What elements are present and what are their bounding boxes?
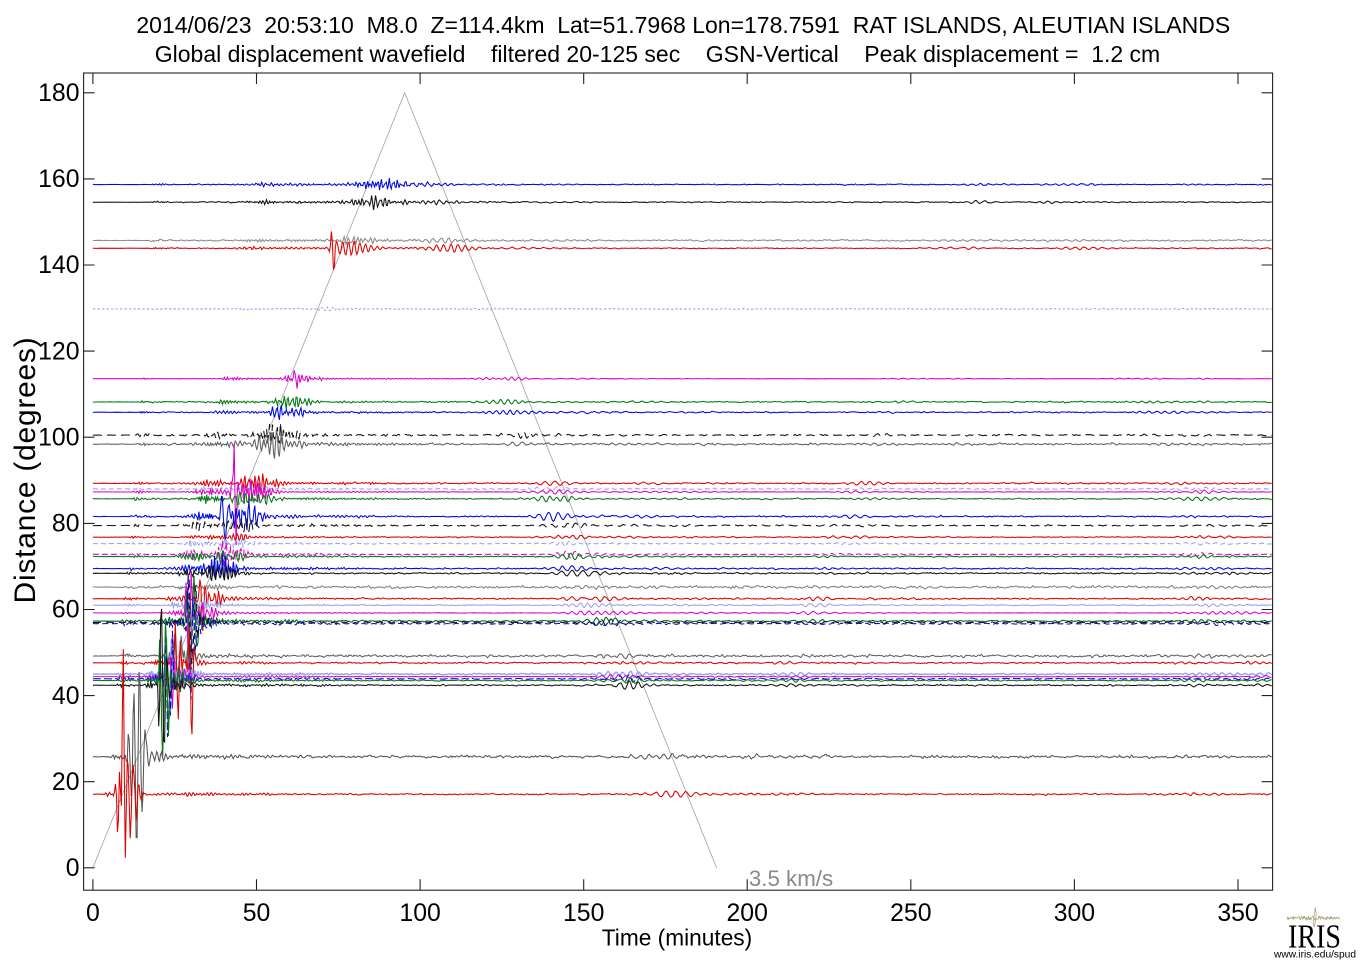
svg-text:100: 100 xyxy=(399,900,440,927)
svg-text:3.5 km/s: 3.5 km/s xyxy=(749,866,833,891)
svg-text:80: 80 xyxy=(52,511,80,538)
svg-text:160: 160 xyxy=(38,166,79,193)
svg-text:www.iris.edu/spud: www.iris.edu/spud xyxy=(1273,950,1356,961)
svg-text:250: 250 xyxy=(890,900,931,927)
svg-text:200: 200 xyxy=(727,900,768,927)
svg-text:0: 0 xyxy=(86,900,100,927)
svg-text:300: 300 xyxy=(1054,900,1095,927)
svg-text:120: 120 xyxy=(38,338,79,365)
svg-text:Global displacement wavefield: Global displacement wavefield filtered 2… xyxy=(155,41,1160,67)
svg-text:50: 50 xyxy=(243,900,271,927)
svg-text:Time (minutes): Time (minutes) xyxy=(602,925,752,951)
svg-text:20: 20 xyxy=(52,769,80,796)
svg-text:350: 350 xyxy=(1217,900,1258,927)
svg-text:140: 140 xyxy=(38,252,79,279)
svg-text:100: 100 xyxy=(38,424,79,451)
svg-text:IRIS: IRIS xyxy=(1288,919,1341,956)
svg-text:2014/06/23 20:53:10 M8.0 Z=: 2014/06/23 20:53:10 M8.0 Z=114.4km Lat=5… xyxy=(136,12,1230,38)
svg-text:Distance (degrees): Distance (degrees) xyxy=(9,337,42,604)
svg-text:150: 150 xyxy=(563,900,604,927)
svg-text:60: 60 xyxy=(52,597,80,624)
svg-text:180: 180 xyxy=(38,80,79,107)
svg-text:0: 0 xyxy=(66,855,80,882)
svg-text:40: 40 xyxy=(52,683,80,710)
